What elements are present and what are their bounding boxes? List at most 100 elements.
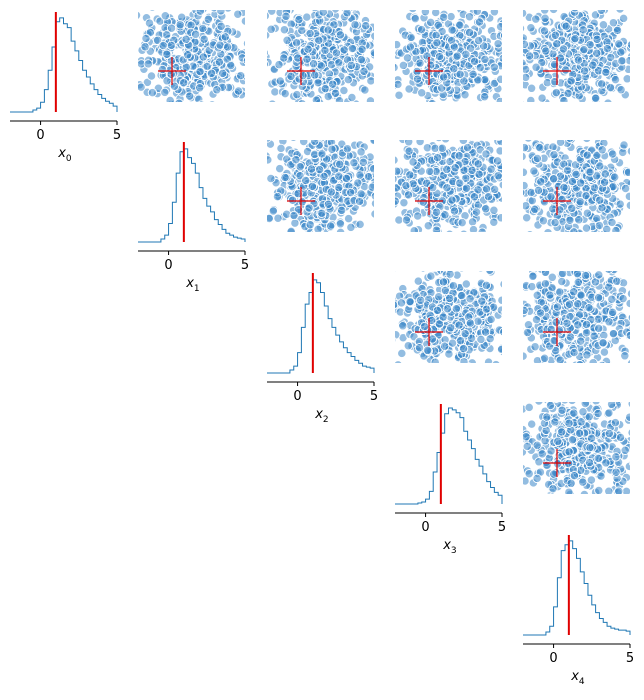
scatter-point [455, 178, 465, 188]
scatter-point [395, 196, 400, 206]
scatter-point [161, 30, 172, 40]
scatter-point [465, 362, 472, 363]
scatter-point [565, 215, 575, 225]
scatter-point [580, 402, 590, 409]
scatter-point [347, 92, 357, 102]
scatter-point [441, 140, 451, 144]
scatter-point [569, 227, 579, 232]
scatter-points [267, 10, 374, 102]
scatter-point [607, 217, 617, 228]
scatter-point [438, 12, 449, 22]
scatter-point [542, 412, 552, 422]
scatter-point [607, 307, 618, 318]
axis-label-variable: x [314, 407, 323, 422]
scatter-point [220, 32, 230, 42]
scatter-point [595, 195, 605, 205]
scatter-point [492, 156, 502, 166]
scatter-point [476, 334, 486, 345]
scatter-point [442, 183, 452, 193]
scatter-point [540, 279, 551, 289]
scatter-point [369, 140, 374, 146]
scatter-point [272, 191, 283, 202]
scatter-point [486, 314, 496, 325]
scatter-point [287, 195, 298, 205]
scatter-point [267, 11, 270, 21]
scatter-point [195, 10, 205, 16]
scatter-point [212, 85, 222, 95]
scatter-point [242, 56, 245, 65]
scatter-point [280, 172, 290, 183]
scatter-point [489, 184, 500, 195]
scatter-point [473, 159, 483, 169]
scatter-point [233, 10, 243, 19]
scatter-point [578, 477, 588, 487]
scatter-point [489, 62, 499, 72]
scatter-point [566, 402, 572, 403]
scatter-point [440, 210, 450, 220]
scatter-point [529, 166, 539, 176]
scatter-point [573, 55, 584, 65]
scatter-point [290, 218, 300, 228]
scatter-point [468, 140, 475, 142]
scatter-point [468, 69, 478, 79]
scatter-point [555, 355, 565, 363]
scatter-point [552, 302, 563, 312]
scatter-point [138, 82, 146, 92]
scatter-point [336, 205, 347, 216]
scatter-point [465, 318, 476, 328]
scatter-point [537, 93, 547, 102]
hist-step-line [138, 148, 246, 243]
scatter-point [313, 224, 323, 232]
scatter-point [403, 341, 413, 351]
scatter-point [567, 176, 578, 187]
scatter-point [458, 271, 465, 273]
scatter-point [166, 40, 176, 51]
scatter-point [625, 200, 630, 211]
scatter-point [405, 296, 415, 307]
scatter-panel-2-4 [523, 271, 630, 363]
scatter-point [455, 69, 465, 79]
scatter-point [553, 402, 560, 403]
x-tick-label: 5 [626, 651, 634, 666]
scatter-point [477, 227, 487, 232]
scatter-point [406, 32, 416, 43]
scatter-point [210, 10, 219, 13]
scatter-point [540, 271, 551, 277]
scatter-point [619, 140, 629, 150]
scatter-point [599, 140, 606, 142]
scatter-point [547, 272, 557, 282]
scatter-point [370, 199, 374, 208]
scatter-point [343, 213, 354, 224]
scatter-point [541, 46, 551, 56]
scatter-point [524, 51, 535, 61]
scatter-point [454, 320, 464, 330]
scatter-point [162, 76, 172, 86]
scatter-point [458, 140, 469, 146]
scatter-point [588, 358, 598, 363]
scatter-point [197, 100, 206, 102]
scatter-point [242, 39, 245, 48]
scatter-point [611, 467, 621, 477]
scatter-point [334, 96, 345, 102]
scatter-point [575, 362, 581, 363]
scatter-point [561, 65, 571, 75]
scatter-point [458, 343, 469, 354]
scatter-point [412, 74, 423, 84]
scatter-point [596, 10, 607, 15]
scatter-point [403, 190, 414, 200]
scatter-point [395, 166, 402, 176]
scatter-point [445, 229, 454, 232]
scatter-point [604, 428, 614, 439]
hist-step-line [395, 407, 503, 505]
scatter-point [279, 53, 289, 63]
scatter-point [183, 50, 193, 60]
scatter-point [160, 87, 170, 98]
scatter-point [610, 74, 621, 85]
x-axis-label-x4: x4 [570, 669, 585, 687]
scatter-points [395, 10, 502, 102]
scatter-point [450, 163, 460, 173]
scatter-point [318, 10, 328, 17]
scatter-point [404, 140, 414, 147]
scatter-panel-1-4 [523, 140, 630, 232]
